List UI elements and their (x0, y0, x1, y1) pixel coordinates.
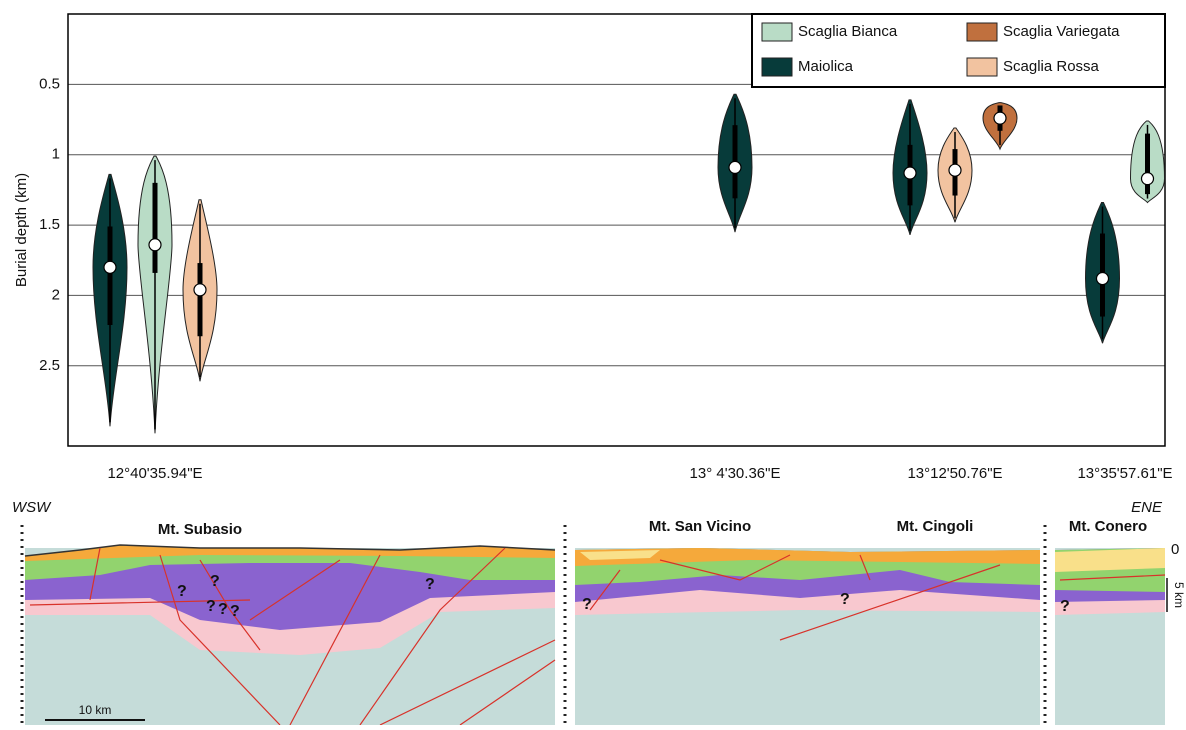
x-tick-label: 12°40'35.94"E (107, 465, 202, 482)
layer-yellow (1055, 548, 1165, 572)
legend-swatch (966, 57, 998, 77)
x-tick-label: 13° 4'30.36"E (690, 465, 781, 482)
peak-label: Mt. Conero (1069, 518, 1147, 535)
legend-swatch (761, 22, 793, 42)
y-tick-label: 0.5 (39, 75, 60, 92)
median (728, 160, 742, 174)
median (103, 260, 117, 274)
unknown-mark: ? (840, 591, 850, 608)
iqr-box (107, 226, 113, 325)
length-scale: 10 km (79, 703, 112, 717)
median (193, 283, 207, 297)
topography (24, 544, 556, 557)
cross-section: WSW ENE Mt. Subasio Mt. San Vicino Mt. C… (12, 499, 1186, 726)
violin-plot: Burial depth (km) 0.5 1 1.5 2 2.5 12°40'35.94… (13, 13, 1173, 482)
iqr-box (152, 182, 158, 273)
unknown-mark: ? (1060, 598, 1070, 615)
unknown-mark: ? (230, 603, 240, 620)
legend-label: Scaglia Rossa (1003, 58, 1100, 75)
unknown-mark: ? (218, 601, 228, 618)
plot-frame (67, 13, 1166, 447)
peak-label: Mt. Cingoli (897, 518, 974, 535)
legend-label: Scaglia Variegata (1003, 23, 1120, 40)
median (993, 111, 1007, 125)
depth-scale: 5 km (1172, 582, 1186, 608)
fault (29, 547, 1166, 726)
depth-zero: 0 (1171, 541, 1179, 558)
peak-label: Mt. San Vicino (649, 518, 751, 535)
y-tick-label: 1 (52, 146, 60, 163)
y-axis-label: Burial depth (km) (13, 173, 30, 287)
unknown-mark: ? (425, 576, 435, 593)
unknown-mark: ? (177, 583, 187, 600)
median (148, 238, 162, 252)
y-tick-label: 1.5 (39, 216, 60, 233)
x-tick-label: 13°35'57.61"E (1077, 465, 1172, 482)
median (903, 166, 917, 180)
iqr-box (1145, 133, 1150, 195)
unknown-mark: ? (210, 573, 220, 590)
legend-label: Scaglia Bianca (798, 23, 898, 40)
iqr-box (197, 263, 203, 337)
legend-swatch (761, 57, 793, 77)
direction-label: WSW (12, 499, 52, 516)
y-tick-label: 2.5 (39, 357, 60, 374)
median (1140, 172, 1155, 186)
layer-yellow (580, 550, 660, 560)
layer-orange (575, 548, 1040, 566)
median (948, 163, 962, 177)
peak-label: Mt. Subasio (158, 521, 242, 538)
median (1095, 271, 1110, 286)
unknown-mark: ? (582, 596, 592, 613)
x-tick-label: 13°12'50.76"E (907, 465, 1002, 482)
y-tick-label: 2 (52, 286, 60, 303)
legend-swatch (966, 22, 998, 42)
unknown-mark: ? (206, 598, 216, 615)
direction-label: ENE (1131, 499, 1163, 516)
legend-box (751, 13, 1166, 88)
legend-label: Maiolica (798, 58, 854, 75)
